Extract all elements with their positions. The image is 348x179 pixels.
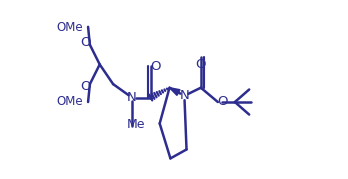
Text: OMe: OMe — [56, 21, 83, 34]
Text: O: O — [81, 80, 91, 93]
Text: N: N — [127, 91, 137, 104]
Text: O: O — [196, 58, 206, 71]
Text: O: O — [150, 60, 160, 73]
Text: Me: Me — [127, 118, 145, 131]
Text: OMe: OMe — [56, 95, 83, 108]
Text: O: O — [217, 95, 228, 108]
Text: N: N — [180, 89, 189, 102]
Text: O: O — [81, 37, 91, 49]
Polygon shape — [169, 88, 180, 95]
